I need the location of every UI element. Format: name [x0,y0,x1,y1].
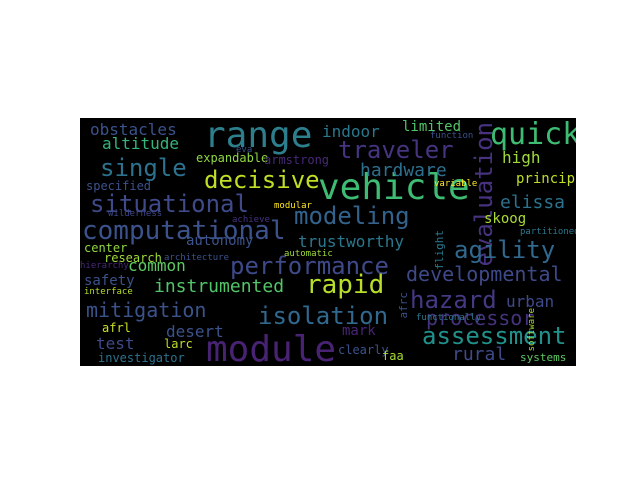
word-altitude: altitude [102,134,180,153]
word-range: range [204,118,313,156]
word-high: high [502,148,541,167]
word-hazard: hazard [410,286,497,314]
word-research: research [104,251,162,265]
word-afrc: afrc [397,292,410,319]
word-flight: flight [433,230,446,270]
word-skoog: skoog [484,211,527,227]
word-larc: larc [164,337,193,351]
word-traveler: traveler [338,136,454,164]
word-modular: modular [274,201,312,211]
word-cloud: range vehicle module traveler quick evaluatio… [80,118,576,366]
word-mitigation: mitigation [86,298,207,322]
word-modeling: modeling [294,202,410,230]
word-desert: desert [166,322,224,341]
word-rapid: rapid [306,270,385,300]
word-variable: variable [434,179,478,189]
word-test: test [96,334,135,353]
word-investigator: investigator [98,351,185,365]
word-trustworthy: trustworthy [298,232,404,251]
word-partitioned: partitioned [520,227,576,237]
word-isolation: isolation [258,302,389,330]
word-mark: mark [342,323,376,339]
word-situational: situational [90,190,249,218]
word-achieve: achieve [232,215,270,225]
word-agility: agility [454,236,556,264]
word-interface: interface [84,287,133,297]
word-developmental: developmental [406,262,563,286]
word-principle: principle [516,171,576,187]
word-hierarchy: hierarchy [80,261,129,271]
word-elissa: elissa [500,192,566,213]
word-functionally: functionally [416,313,482,323]
word-vehicle: vehicle [318,167,470,208]
word-afrl: afrl [102,321,131,335]
word-function: function [430,131,474,141]
word-architecture: architecture [164,253,230,263]
word-obstacles: obstacles [90,120,177,139]
word-rural: rural [452,344,507,365]
word-automatic: automatic [284,249,333,259]
word-common: common [128,256,186,275]
word-safety: safety [84,273,135,289]
word-software: software [527,308,537,352]
word-hardware: hardware [360,160,447,181]
word-module: module [206,329,337,367]
word-autonomy: autonomy [186,233,254,249]
word-faa: faa [382,349,404,363]
word-performance: performance [230,252,389,280]
word-assessment: assessment [422,322,567,350]
word-instrumented: instrumented [154,276,285,297]
word-wilderness: wilderness [108,209,163,219]
word-expandable: expandable [196,151,269,165]
word-armstrong: armstrong [264,153,330,167]
word-eva: eva [236,145,253,155]
word-single: single [100,154,187,182]
word-center: center [84,241,128,255]
word-clearly: clearly [338,343,389,357]
word-processor: processor [426,306,535,330]
word-urban: urban [506,292,555,311]
word-computational: computational [82,216,286,246]
word-systems: systems [520,351,567,364]
word-decisive: decisive [204,166,320,194]
word-indoor: indoor [322,122,380,141]
word-limited: limited [402,119,462,135]
word-quick: quick [490,118,576,152]
word-specified: specified [86,179,152,193]
